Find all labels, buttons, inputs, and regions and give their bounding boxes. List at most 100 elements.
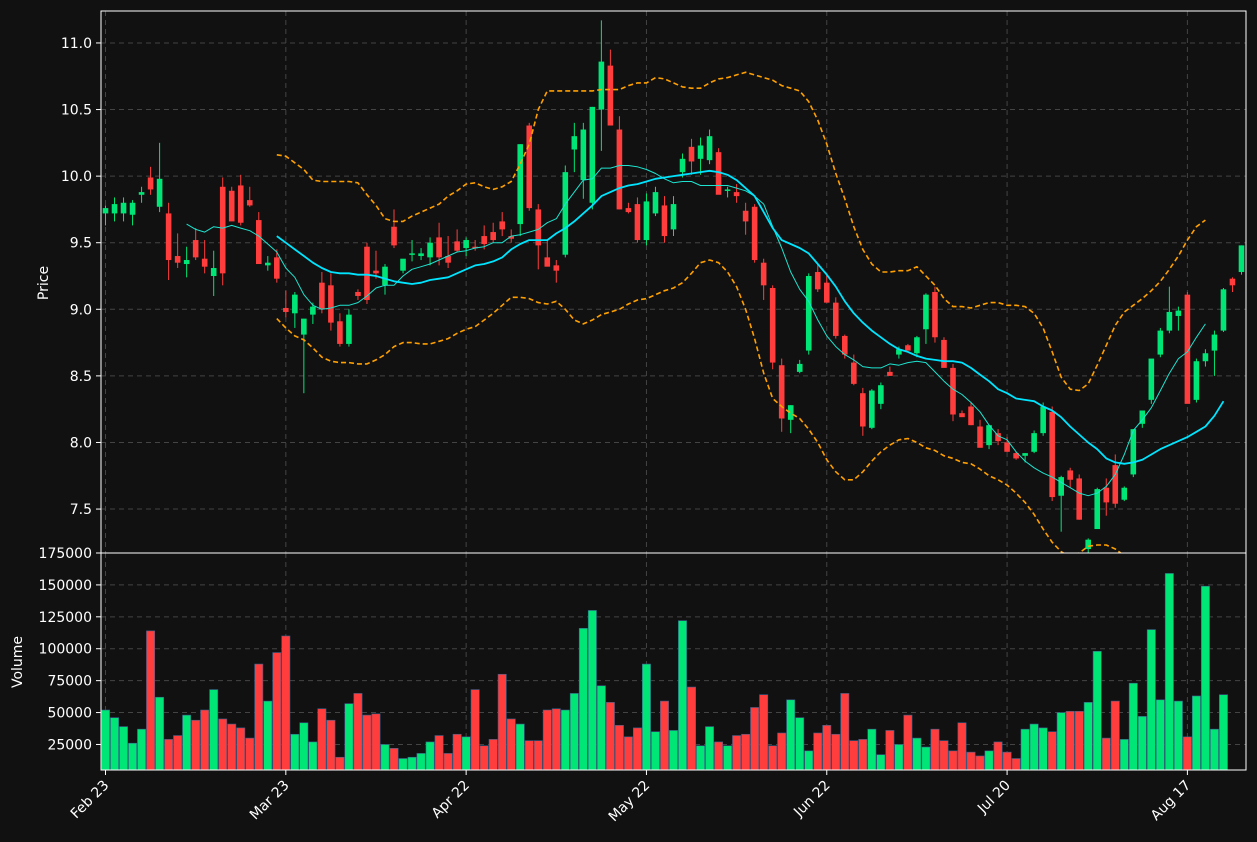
volume-bar xyxy=(227,723,237,771)
volume-bar xyxy=(1074,710,1084,771)
candle-body xyxy=(905,345,911,351)
candle-body xyxy=(328,285,334,323)
volume-bar xyxy=(479,745,489,771)
candle-body xyxy=(670,204,677,230)
candle-body xyxy=(1067,470,1073,480)
volume-bar xyxy=(470,689,480,771)
sma-slow-line xyxy=(276,169,1225,465)
volume-bar xyxy=(660,700,669,771)
volume-bar xyxy=(407,756,417,771)
volume-bar xyxy=(317,708,327,771)
volume-bar xyxy=(398,758,408,771)
candle-body xyxy=(1220,289,1227,331)
candle-body xyxy=(832,302,839,336)
volume-bar xyxy=(488,739,498,771)
volume-bar xyxy=(1110,700,1120,771)
sma-fast-line xyxy=(186,165,1206,497)
candle-body xyxy=(391,226,397,246)
volume-bar xyxy=(425,741,435,771)
candle-body xyxy=(1094,489,1101,530)
candle-body xyxy=(778,365,785,419)
volume-bar xyxy=(948,750,958,771)
volume-bar xyxy=(1137,716,1147,771)
volume-bar xyxy=(966,751,976,771)
candle-body xyxy=(851,362,857,384)
volume-bar xyxy=(218,718,228,771)
price-tick-label: 11.0 xyxy=(61,36,92,52)
volume-bar xyxy=(786,699,796,771)
volume-bar xyxy=(614,725,624,771)
volume-bar xyxy=(723,745,733,771)
upper-band-line xyxy=(276,71,1206,392)
volume-bar xyxy=(551,708,561,771)
volume-bar xyxy=(1038,727,1048,771)
volume-bar xyxy=(281,635,291,771)
candle-body xyxy=(968,406,974,426)
candle-body xyxy=(228,190,235,222)
candle-body xyxy=(661,205,668,237)
candle-body xyxy=(201,258,208,267)
price-y-axis-ticks: 7.5 8.0 8.5 9.0 9.5 10.0 10.5 11.0 xyxy=(61,36,101,518)
volume-bar xyxy=(984,750,994,771)
volume-bar xyxy=(1182,736,1192,771)
candle-body xyxy=(147,177,154,190)
candle-body xyxy=(246,200,253,206)
volume-bar xyxy=(1209,728,1219,771)
candle-body xyxy=(409,253,415,255)
candle-body xyxy=(805,276,812,351)
candle-body xyxy=(427,242,433,258)
price-candles xyxy=(102,20,1245,553)
candle-body xyxy=(751,206,758,261)
volume-tick-label: 125000 xyxy=(39,610,92,626)
volume-bar xyxy=(254,663,264,771)
volume-bar xyxy=(263,700,273,771)
candle-body xyxy=(120,202,127,214)
volume-bar xyxy=(389,747,399,771)
candle-body xyxy=(445,256,451,263)
volume-tick-label: 100000 xyxy=(39,642,92,658)
candle-body xyxy=(787,405,794,420)
volume-bar xyxy=(1164,573,1174,771)
candle-body xyxy=(1121,487,1128,500)
volume-y-axis-ticks: 25000 50000 75000 100000 125000 150000 175000 xyxy=(39,546,101,753)
volume-bar xyxy=(353,693,363,771)
volume-bar xyxy=(894,744,904,771)
candle-body xyxy=(373,270,379,274)
volume-bar xyxy=(299,722,309,771)
candle-body xyxy=(102,208,109,214)
volume-tick-label: 175000 xyxy=(39,546,92,562)
candle-body xyxy=(796,363,803,372)
volume-bar xyxy=(245,737,255,771)
candle-body xyxy=(634,204,641,241)
candle-body xyxy=(571,136,578,150)
price-indicator-lines xyxy=(186,71,1225,553)
volume-bar xyxy=(380,744,390,771)
volume-bar xyxy=(542,709,552,771)
volume-bar xyxy=(1119,739,1129,771)
candle-body xyxy=(454,241,460,251)
candle-body xyxy=(382,266,388,286)
price-tick-label: 10.0 xyxy=(61,169,92,185)
candle-body xyxy=(436,237,442,258)
candle-body xyxy=(310,306,316,315)
volume-bar xyxy=(1200,585,1210,771)
candle-body xyxy=(1049,411,1055,498)
candle-body xyxy=(1184,294,1191,404)
volume-bar xyxy=(1146,629,1156,771)
candle-body xyxy=(1013,453,1019,459)
volume-bar xyxy=(912,737,922,771)
candle-body xyxy=(1157,330,1164,355)
candle-body xyxy=(1130,429,1137,475)
candle-body xyxy=(1031,433,1037,452)
volume-bar xyxy=(344,703,354,771)
candle-body xyxy=(1040,406,1046,434)
volume-bar xyxy=(858,739,868,771)
candle-body xyxy=(210,268,217,277)
price-tick-label: 8.0 xyxy=(70,435,92,451)
price-tick-label: 9.0 xyxy=(70,302,92,318)
candle-body xyxy=(174,256,181,263)
candle-body xyxy=(1139,410,1146,424)
volume-bar xyxy=(822,725,832,771)
candle-body xyxy=(842,335,848,355)
